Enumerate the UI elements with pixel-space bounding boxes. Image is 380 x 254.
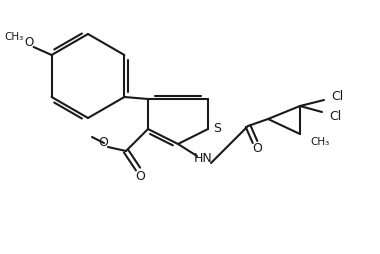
- Text: S: S: [213, 122, 221, 135]
- Text: Cl: Cl: [329, 109, 341, 122]
- Text: O: O: [252, 141, 262, 154]
- Text: HN: HN: [194, 152, 212, 166]
- Text: O: O: [24, 36, 33, 49]
- Text: O: O: [98, 136, 108, 150]
- Text: CH₃: CH₃: [310, 137, 329, 147]
- Text: O: O: [135, 170, 145, 183]
- Text: Cl: Cl: [331, 89, 343, 103]
- Text: CH₃: CH₃: [4, 32, 23, 42]
